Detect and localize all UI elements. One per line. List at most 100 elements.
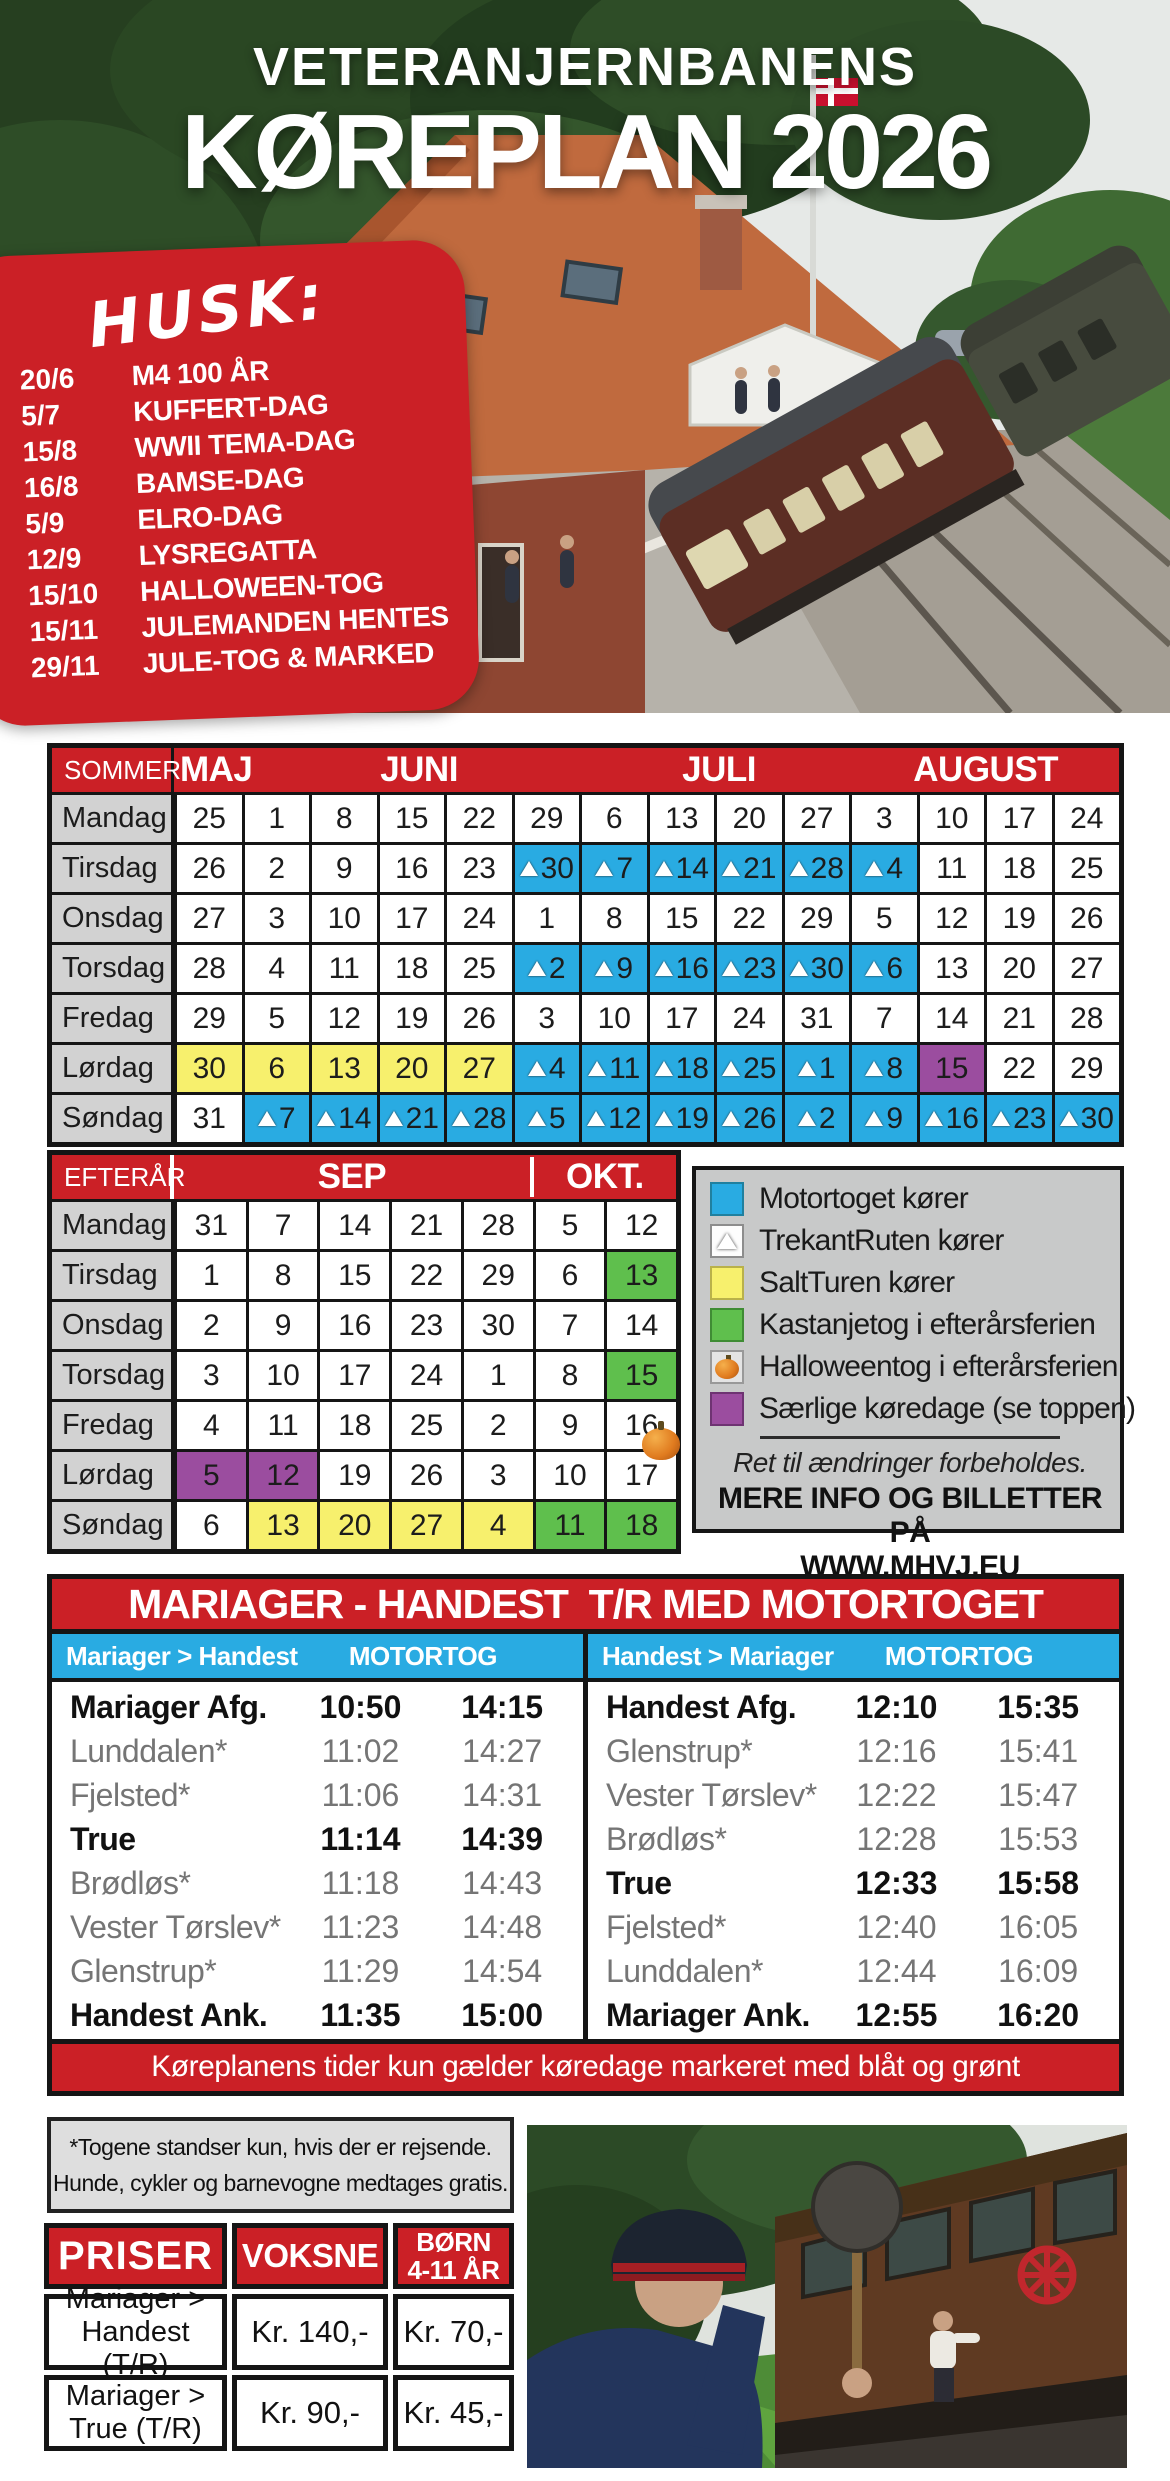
station-name: Vester Tørslev* — [70, 1908, 281, 1945]
timetable-row: Lunddalen* 11:02 14:27 — [52, 1729, 583, 1773]
autumn-calendar: EFTERÅR SEP OKT. Mandag 31 7 14 21 28 5 12 Tirs… — [47, 1150, 681, 1554]
date-number: 1 — [818, 1051, 836, 1085]
date-number: 11 — [328, 951, 360, 985]
day-label: Fredag — [52, 995, 174, 1042]
date-number: 22 — [462, 801, 496, 835]
date-number: 7 — [274, 1208, 292, 1242]
date-number: 29 — [192, 1001, 226, 1035]
calendar-date-cell: 29 — [511, 795, 580, 842]
event-label: M4 100 ÅR — [131, 355, 270, 392]
calendar-date-cell: 8 — [245, 1252, 318, 1299]
date-number: 12 — [327, 1001, 361, 1035]
price-rows: Mariager > Handest (T/R) Kr. 140,- Kr. 7… — [44, 2283, 514, 2451]
poster-title-line2: KØREPLAN 2026 — [180, 93, 993, 211]
date-number: 7 — [616, 851, 634, 885]
note-line1: *Togene standser kun, hvis der er rejsen… — [69, 2134, 492, 2160]
date-number: 21 — [743, 851, 777, 885]
calendar-date-cell: 18 — [646, 1045, 714, 1092]
autumn-row-mandag: Mandag 31 7 14 21 28 5 12 — [52, 1199, 676, 1249]
calendar-date-cell: 24 — [444, 895, 512, 942]
date-number: 12 — [608, 1101, 642, 1135]
event-date: 12/9 — [26, 542, 82, 576]
calendar-date-cell: 4 — [511, 1045, 579, 1092]
triangle-icon — [722, 1061, 741, 1076]
date-number: 14 — [338, 1101, 372, 1135]
calendar-date-cell: 12 — [579, 1095, 647, 1142]
calendar-date-cell: 26 — [1051, 895, 1120, 942]
triangle-icon — [654, 961, 673, 976]
date-number: 20 — [732, 801, 766, 835]
date-number: 19 — [675, 1101, 709, 1135]
date-number: 26 — [743, 1101, 777, 1135]
triangle-icon — [257, 1111, 276, 1126]
summer-cells: 25 1 8 15 22 29 6 13 20 27 3 10 17 24 — [174, 795, 1119, 842]
date-number: 1 — [268, 801, 286, 835]
price-header-row: PRISER VOKSNE BØRN 4-11 ÅR — [44, 2223, 514, 2289]
calendar-date-cell: 13 — [646, 795, 715, 842]
calendar-date-cell: 10 — [532, 1452, 605, 1499]
conductor-photo-illustration — [527, 2125, 1127, 2468]
date-number: 14 — [338, 1208, 372, 1242]
station-name: Fjelsted* — [70, 1776, 190, 1813]
legend-label: Særlige køredage (se toppen) — [759, 1392, 1136, 1425]
calendar-date-cell: 13 — [604, 1252, 677, 1299]
date-number: 21 — [1002, 1001, 1036, 1035]
legend-swatch-icon — [710, 1392, 744, 1426]
calendar-date-cell: 4 — [174, 1402, 246, 1449]
calendar-date-cell: 1 — [174, 1252, 246, 1299]
triangle-icon — [452, 1111, 471, 1126]
date-number: 18 — [624, 1508, 659, 1542]
day-label: Onsdag — [52, 1302, 174, 1349]
calendar-date-cell: 5 — [241, 995, 310, 1042]
husk-title: HUSK: — [84, 259, 332, 363]
date-number: 20 — [338, 1508, 372, 1542]
calendar-date-cell: 26 — [389, 1452, 461, 1499]
calendar-date-cell: 6 — [849, 945, 917, 992]
event-date: 15/8 — [22, 434, 78, 468]
calendar-date-cell: 10 — [245, 1352, 318, 1399]
date-number: 28 — [481, 1208, 515, 1242]
calendar-date-cell: 1 — [781, 1045, 849, 1092]
price-header-voksne: VOKSNE — [232, 2223, 388, 2289]
timetable-title: MARIAGER - HANDEST T/R MED MOTORTOGET — [52, 1579, 1119, 1634]
date-number: 7 — [875, 1001, 893, 1035]
train-type-label: MOTORTOG — [348, 1640, 498, 1671]
station-name: Mariager Ank. — [606, 1996, 810, 2033]
date-number: 8 — [605, 901, 623, 935]
date-number: 22 — [1002, 1051, 1036, 1085]
calendar-date-cell: 30 — [781, 945, 849, 992]
station-name: Vester Tørslev* — [606, 1776, 817, 1813]
triangle-icon — [797, 1061, 816, 1076]
calendar-date-cell: 11 — [532, 1502, 605, 1549]
date-number: 20 — [1002, 951, 1036, 985]
calendar-date-cell: 9 — [245, 1302, 318, 1349]
calendar-date-cell: 3 — [849, 795, 917, 842]
date-number: 16 — [338, 1308, 372, 1342]
triangle-icon — [595, 861, 614, 876]
calendar-date-cell: 6 — [241, 1045, 309, 1092]
date-number: 13 — [624, 1258, 659, 1292]
calendar-date-cell: 20 — [984, 945, 1052, 992]
date-number: 12 — [266, 1458, 300, 1492]
triangle-icon — [865, 1111, 884, 1126]
calendar-date-cell: 4 — [460, 1502, 533, 1549]
timetable-row: Brødløs* 12:28 15:53 — [588, 1817, 1119, 1861]
date-number: 10 — [266, 1358, 300, 1392]
date-number: 1 — [489, 1358, 507, 1392]
triangle-icon — [527, 961, 546, 976]
timetable-row: Vester Tørslev* 12:22 15:47 — [588, 1773, 1119, 1817]
departure-time-2: 16:20 — [997, 1996, 1080, 2033]
date-number: 15 — [395, 801, 429, 835]
date-number: 9 — [274, 1308, 292, 1342]
price-route: Mariager > Handest (T/R) — [44, 2283, 227, 2381]
date-number: 15 — [935, 1051, 969, 1085]
price-header-priser: PRISER — [44, 2223, 227, 2289]
date-number: 31 — [800, 1001, 834, 1035]
event-label: ELRO-DAG — [136, 498, 284, 536]
date-number: 3 — [489, 1458, 507, 1492]
summer-cells: 30 6 13 20 27 4 11 18 25 1 8 15 22 29 — [174, 1045, 1119, 1092]
date-number: 14 — [935, 1001, 969, 1035]
timetable-row: Handest Ank. 11:35 15:00 — [52, 1993, 583, 2037]
calendar-date-cell: 2 — [511, 945, 579, 992]
date-number: 6 — [561, 1258, 579, 1292]
